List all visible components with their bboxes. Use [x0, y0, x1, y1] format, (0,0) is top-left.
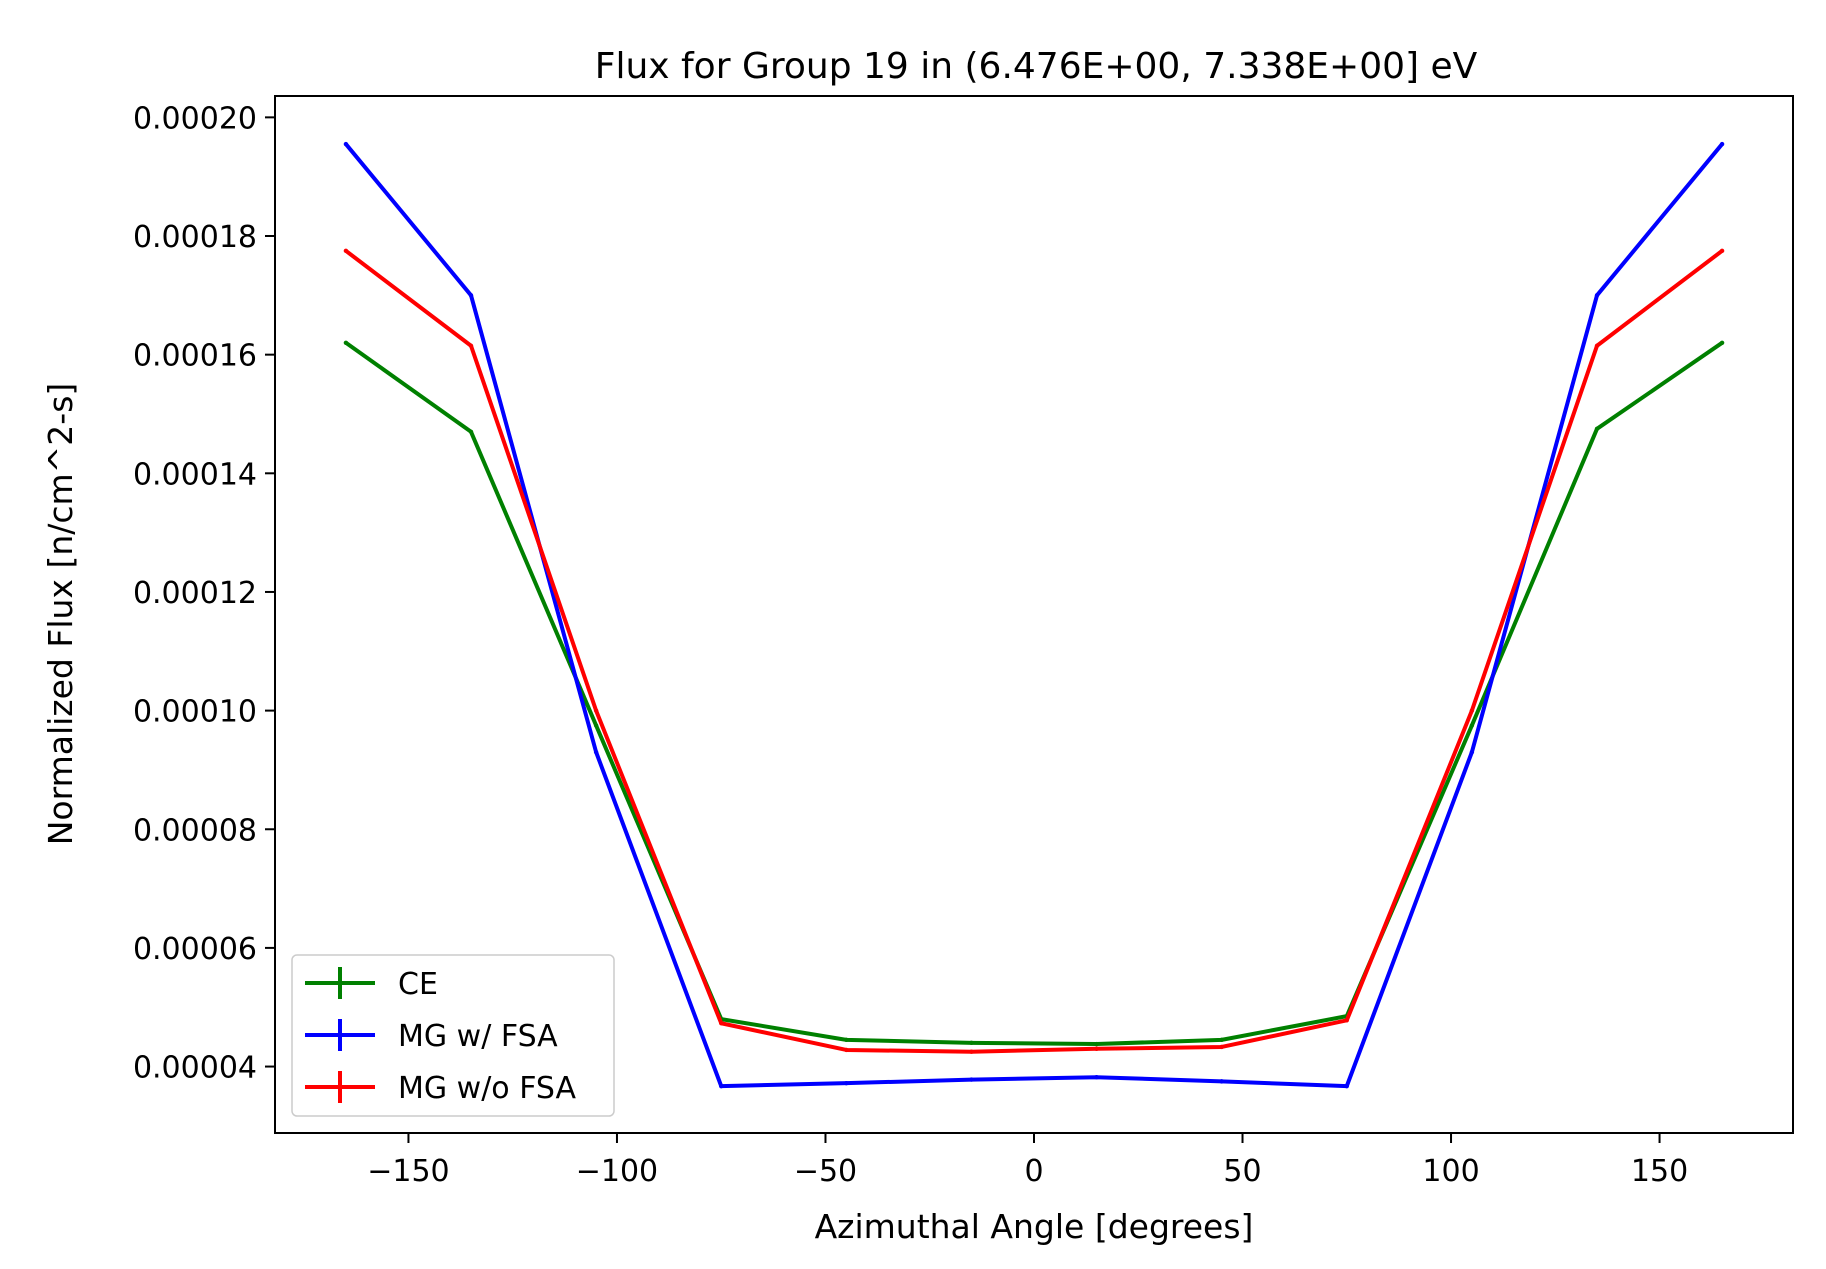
y-tick-label: 0.00020 — [133, 101, 257, 136]
series-layer — [343, 141, 1725, 1089]
y-axis: 0.00004 0.00006 0.00008 0.00010 0.00012 0.000… — [133, 101, 275, 1086]
legend: CE MG w/ FSA MG w/o FSA — [291, 954, 615, 1117]
y-tick-label: 0.00006 — [133, 932, 257, 967]
data-point — [1344, 1083, 1349, 1089]
x-tick-label: 50 — [1223, 1154, 1261, 1189]
data-point — [1469, 749, 1475, 755]
data-point — [969, 1040, 974, 1046]
x-tick-label: −150 — [367, 1154, 449, 1189]
y-tick-label: 0.00012 — [133, 576, 257, 611]
data-point — [1219, 1044, 1224, 1050]
data-point — [844, 1037, 849, 1043]
series-line-2 — [344, 249, 1724, 1054]
data-point — [1219, 1079, 1224, 1084]
data-point — [593, 749, 599, 755]
x-axis: −150 −100 −50 0 50 100 150 — [367, 1133, 1688, 1189]
data-point — [1469, 708, 1475, 713]
data-point — [1594, 293, 1600, 298]
x-tick-label: 150 — [1631, 1154, 1688, 1189]
x-tick-label: −100 — [576, 1154, 658, 1189]
data-point — [1469, 723, 1475, 728]
x-tick-label: −50 — [794, 1154, 857, 1189]
data-point — [593, 708, 599, 713]
data-point — [1719, 248, 1725, 254]
chart-title: Flux for Group 19 in (6.476E+00, 7.338E+… — [595, 46, 1478, 87]
legend-label-mg-no-fsa: MG w/o FSA — [398, 1071, 577, 1106]
x-tick-label: 0 — [1024, 1154, 1043, 1189]
data-point — [969, 1049, 974, 1054]
y-tick-label: 0.00016 — [133, 339, 257, 374]
y-axis-label: Normalized Flux [n/cm^2-s] — [41, 383, 80, 846]
y-tick-label: 0.00008 — [133, 813, 257, 848]
data-point — [844, 1047, 849, 1053]
data-point — [1094, 1041, 1099, 1047]
data-point — [719, 1083, 724, 1089]
legend-box — [291, 954, 615, 1117]
data-point — [969, 1077, 974, 1082]
legend-label-mg-fsa: MG w/ FSA — [398, 1019, 558, 1054]
data-point — [1094, 1046, 1099, 1051]
data-point — [844, 1080, 849, 1086]
series-line-1 — [344, 142, 1724, 1089]
data-point — [1594, 343, 1600, 348]
data-point — [1219, 1037, 1224, 1043]
data-point — [343, 248, 349, 254]
x-tick-label: 100 — [1422, 1154, 1479, 1189]
data-point — [343, 340, 349, 345]
data-point — [1719, 340, 1725, 345]
data-point — [1094, 1075, 1099, 1080]
data-point — [468, 293, 474, 298]
data-point — [593, 723, 599, 728]
data-point — [468, 429, 474, 434]
data-point — [719, 1021, 724, 1026]
data-point — [343, 141, 349, 147]
data-point — [1344, 1018, 1349, 1023]
y-tick-label: 0.00018 — [133, 220, 257, 255]
data-point — [1594, 426, 1600, 432]
data-point — [468, 343, 474, 348]
x-axis-label: Azimuthal Angle [degrees] — [815, 1207, 1254, 1246]
y-tick-label: 0.00014 — [133, 457, 257, 492]
y-tick-label: 0.00004 — [133, 1051, 257, 1086]
y-tick-label: 0.00010 — [133, 695, 257, 730]
legend-label-ce: CE — [398, 967, 438, 1002]
data-point — [1719, 141, 1725, 147]
